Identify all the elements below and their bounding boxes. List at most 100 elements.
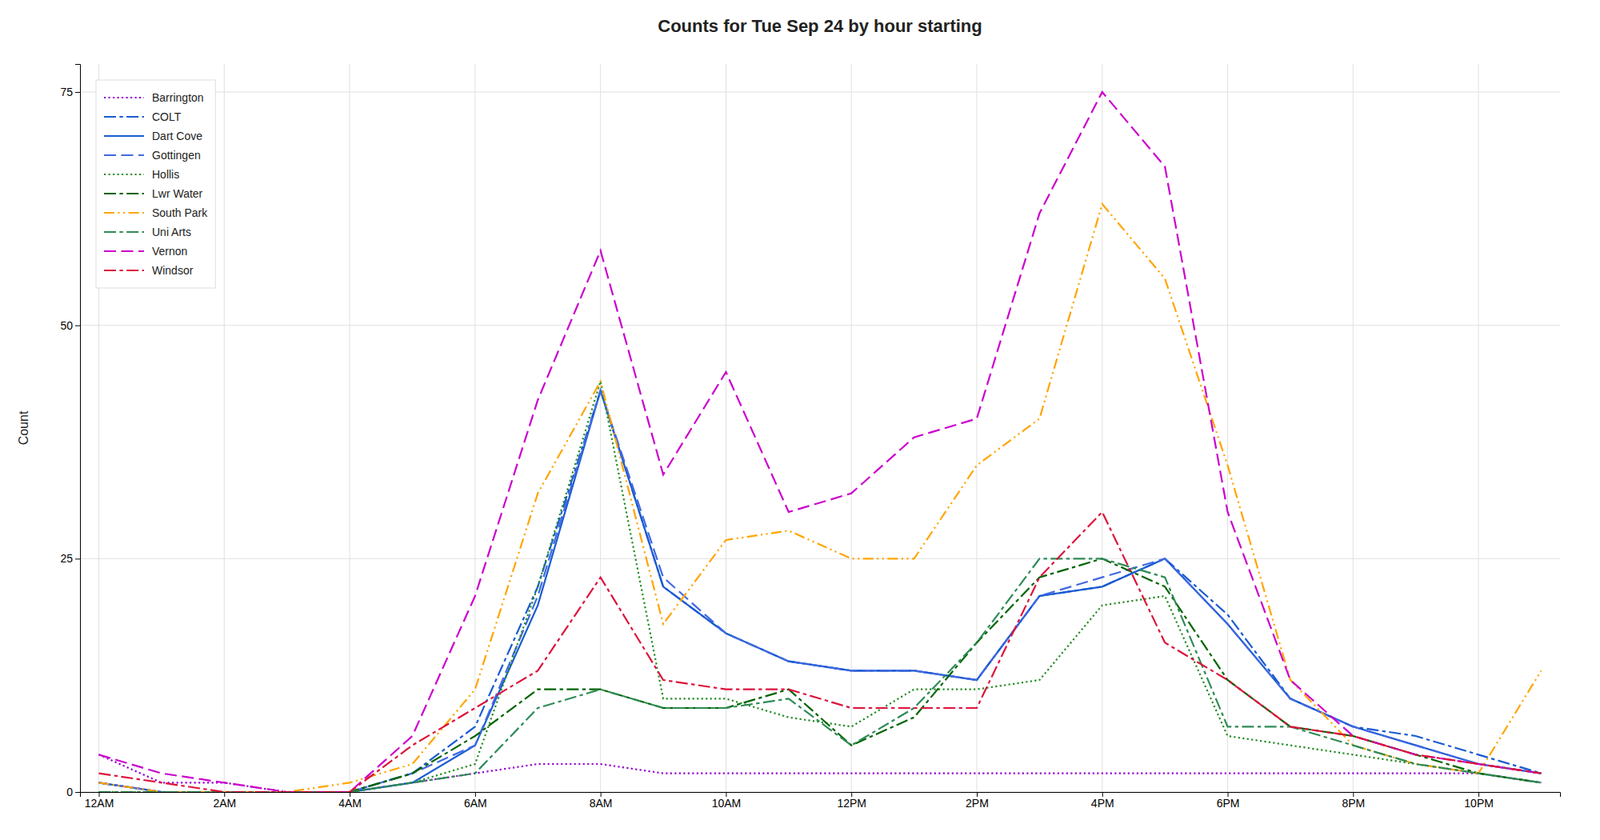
legend-background bbox=[96, 80, 216, 288]
legend-item: Windsor bbox=[104, 264, 194, 277]
tick-label: 12PM bbox=[836, 796, 867, 810]
tick-label: 10AM bbox=[712, 796, 742, 810]
series-line bbox=[99, 754, 1542, 792]
series-line bbox=[99, 558, 1542, 792]
tick-label: 12AM bbox=[84, 796, 115, 810]
legend-item: Gottingen bbox=[104, 148, 201, 162]
grid-line-x bbox=[349, 64, 351, 792]
tick-label: 8PM bbox=[1341, 796, 1365, 810]
series-line bbox=[99, 390, 1542, 792]
legend-item: COLT bbox=[104, 110, 182, 124]
legend-swatch bbox=[104, 96, 144, 99]
tick: 6PM bbox=[1216, 792, 1240, 810]
tick: 12AM bbox=[84, 792, 115, 810]
series-line bbox=[99, 381, 1542, 792]
series-line bbox=[99, 558, 1542, 792]
grid-line-x bbox=[474, 64, 476, 792]
legend-label: Lwr Water bbox=[152, 187, 204, 200]
grid-line-x bbox=[1478, 64, 1480, 792]
legend-label: Barrington bbox=[152, 91, 204, 104]
tick-label: 10PM bbox=[1464, 796, 1494, 810]
tick: 4AM bbox=[338, 792, 362, 810]
legend-swatch bbox=[104, 212, 144, 214]
legend-item: South Park bbox=[104, 206, 208, 220]
grid-line-y bbox=[80, 92, 1560, 93]
tick-label: 4PM bbox=[1091, 796, 1115, 810]
legend-label: COLT bbox=[152, 110, 182, 124]
legend-label: Dart Cove bbox=[152, 129, 203, 143]
legend-swatch bbox=[104, 173, 144, 176]
axis-line bbox=[80, 792, 1561, 798]
legend-item: Hollis bbox=[104, 168, 180, 181]
series-line bbox=[99, 204, 1542, 792]
grid-line-x bbox=[224, 64, 225, 792]
tick: 4PM bbox=[1091, 792, 1115, 810]
tick: 8PM bbox=[1341, 792, 1365, 810]
grid-line-x bbox=[976, 64, 977, 792]
grid-line-x bbox=[1227, 64, 1228, 792]
grid-line-x bbox=[1352, 64, 1354, 792]
tick-mark bbox=[75, 325, 80, 327]
legend-item: Barrington bbox=[104, 91, 204, 104]
tick: 10AM bbox=[712, 792, 742, 810]
legend-label: Vernon bbox=[152, 244, 188, 258]
grid-line-x bbox=[725, 64, 727, 792]
legend-swatch bbox=[104, 154, 144, 156]
legend-label: Hollis bbox=[152, 168, 180, 181]
legend-swatch bbox=[104, 135, 144, 137]
tick: 6AM bbox=[464, 792, 488, 810]
tick: 75 bbox=[60, 85, 80, 99]
y-axis: 0 25 50 75 bbox=[60, 64, 80, 799]
title: Counts for Tue Sep 24 by hour starting bbox=[657, 16, 982, 36]
grid-line-y bbox=[80, 558, 1560, 560]
tick-label: 6AM bbox=[464, 796, 488, 810]
grid-line-x bbox=[1101, 64, 1103, 792]
tick-label: 75 bbox=[60, 85, 73, 99]
plot: 12AM 2AM 4AM 6AM 8AM 10AM 12PM 2PM 4PM 6PM 8PM 10PM… bbox=[60, 64, 1560, 810]
tick: 10PM bbox=[1464, 792, 1494, 810]
grid-line-y bbox=[80, 324, 1560, 326]
chart: 12AM 2AM 4AM 6AM 8AM 10AM 12PM 2PM 4PM 6PM 8PM 10PM… bbox=[0, 0, 1600, 840]
legend-swatch bbox=[104, 269, 144, 272]
x-axis: 12AM 2AM 4AM 6AM 8AM 10AM 12PM 2PM 4PM 6PM 8PM 10PM bbox=[80, 792, 1561, 810]
series-line bbox=[99, 390, 1542, 792]
legend: Barrington COLT Dart Cove Gottingen Hollis Lw… bbox=[96, 80, 216, 288]
tick: 2AM bbox=[212, 792, 236, 810]
legend-swatch bbox=[104, 192, 144, 195]
series-line bbox=[99, 92, 1542, 792]
grid bbox=[80, 64, 1560, 792]
legend-item: Vernon bbox=[104, 244, 188, 258]
legend-swatch bbox=[104, 231, 144, 233]
tick-label: 8AM bbox=[589, 796, 613, 810]
grid-line-x bbox=[600, 64, 601, 792]
axis-line bbox=[75, 64, 81, 793]
lines bbox=[99, 92, 1542, 792]
tick-mark bbox=[75, 558, 80, 560]
legend-label: Gottingen bbox=[152, 148, 201, 162]
legend-swatch bbox=[104, 116, 144, 118]
legend-item: Dart Cove bbox=[104, 129, 203, 143]
tick-label: 6PM bbox=[1216, 796, 1240, 810]
tick-label: 0 bbox=[66, 785, 73, 799]
tick: 0 bbox=[66, 785, 80, 799]
legend-item: Uni Arts bbox=[104, 225, 192, 239]
tick-mark bbox=[75, 792, 80, 793]
tick: 25 bbox=[60, 552, 80, 565]
legend-label: Windsor bbox=[152, 264, 194, 277]
tick: 50 bbox=[60, 319, 80, 332]
tick-mark bbox=[75, 92, 80, 93]
tick: 2PM bbox=[965, 792, 989, 810]
series-line bbox=[99, 390, 1542, 792]
grid-line-x bbox=[851, 64, 852, 792]
tick: 8AM bbox=[589, 792, 613, 810]
legend-swatch bbox=[104, 250, 144, 252]
legend-label: Uni Arts bbox=[152, 225, 192, 239]
series-line bbox=[99, 512, 1542, 792]
y-axis-title: Count bbox=[16, 410, 31, 445]
tick-label: 2PM bbox=[965, 796, 989, 810]
tick-label: 50 bbox=[60, 319, 73, 332]
tick-label: 25 bbox=[60, 552, 73, 565]
tick-label: 2AM bbox=[212, 796, 236, 810]
legend-label: South Park bbox=[152, 206, 208, 220]
legend-item: Lwr Water bbox=[104, 187, 204, 200]
